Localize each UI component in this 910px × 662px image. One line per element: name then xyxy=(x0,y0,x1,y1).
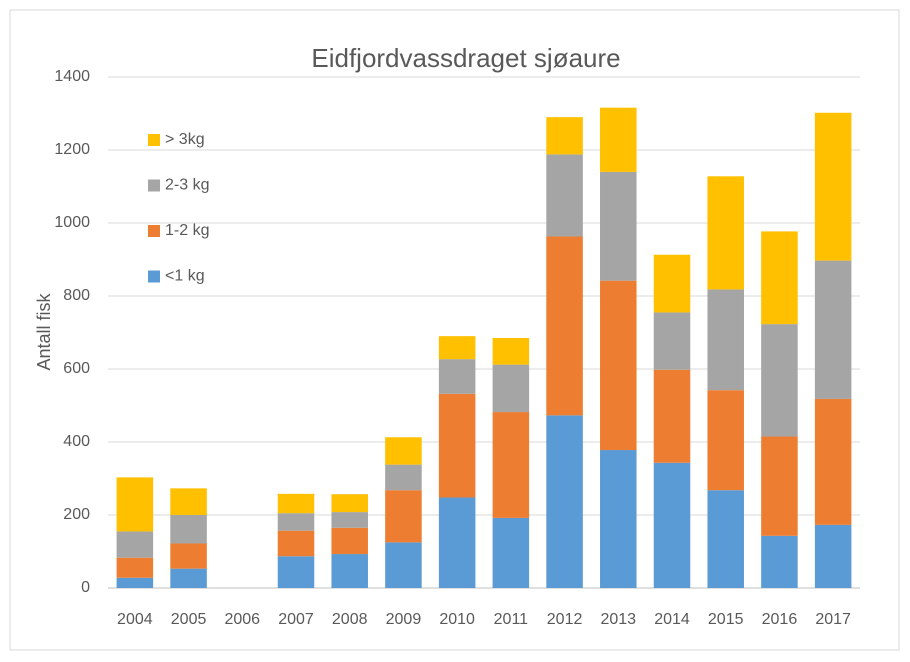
bar-segment xyxy=(385,437,422,465)
bar-segment xyxy=(546,117,583,155)
chart-title: Eidfjordvassdraget sjøaure xyxy=(311,43,620,73)
legend-label: 2-3 kg xyxy=(165,177,209,194)
legend-swatch xyxy=(148,179,160,192)
y-tick-label: 600 xyxy=(63,360,90,377)
x-tick-label: 2012 xyxy=(547,611,583,628)
bar-segment xyxy=(546,236,583,416)
bar-segment xyxy=(707,490,744,588)
bar-segment xyxy=(546,154,583,237)
x-tick-label: 2011 xyxy=(494,611,529,628)
bar-segment xyxy=(707,289,744,391)
bar-segment xyxy=(814,524,852,588)
x-tick-label: 2016 xyxy=(762,611,798,628)
x-tick-label: 2009 xyxy=(386,611,422,628)
bar-segment xyxy=(653,312,691,370)
x-tick-label: 2010 xyxy=(439,611,475,628)
bar-segment xyxy=(492,412,530,518)
bar-segment xyxy=(331,494,368,513)
legend-swatch xyxy=(148,134,160,146)
y-tick-label: 1200 xyxy=(54,141,90,158)
y-tick-label: 800 xyxy=(63,287,90,304)
bar-segment xyxy=(385,490,422,543)
legend-swatch xyxy=(148,225,160,237)
bar-segment xyxy=(438,336,476,360)
bar-segment xyxy=(814,260,852,399)
x-tick-label: 2006 xyxy=(224,611,260,628)
bar-segment xyxy=(761,324,798,437)
x-tick-label: 2004 xyxy=(117,611,153,628)
y-tick-label: 1400 xyxy=(54,68,90,85)
bar-segment xyxy=(546,415,583,588)
bar-segment xyxy=(277,513,315,531)
bar-segment xyxy=(277,530,315,557)
y-tick-label: 200 xyxy=(63,506,90,523)
x-tick-label: 2015 xyxy=(708,611,744,628)
y-axis-label: Antall fisk xyxy=(34,292,54,370)
bar-segment xyxy=(600,171,637,281)
bar-segment xyxy=(438,359,476,394)
bar-segment xyxy=(170,568,207,588)
bar-segment xyxy=(277,556,315,588)
y-tick-label: 0 xyxy=(81,579,90,596)
bar-segment xyxy=(277,493,315,514)
bar-segment xyxy=(116,531,154,558)
x-tick-label: 2005 xyxy=(171,611,207,628)
bar-segment xyxy=(761,535,798,588)
bar-segment xyxy=(438,497,476,588)
legend-label: <1 kg xyxy=(165,268,205,285)
legend-label: > 3kg xyxy=(165,131,205,148)
bar-segment xyxy=(331,512,368,528)
bar-segment xyxy=(170,515,207,544)
bar-segment xyxy=(653,254,691,313)
legend-label: 1-2 kg xyxy=(165,222,209,239)
bar-segment xyxy=(814,112,852,261)
bar-segment xyxy=(170,488,207,515)
bar-segment xyxy=(707,390,744,491)
bar-segment xyxy=(438,393,476,498)
bar-segment xyxy=(492,517,530,588)
bar-segment xyxy=(600,280,637,451)
x-tick-label: 2007 xyxy=(278,611,314,628)
bar-segment xyxy=(331,527,368,555)
bar-segment xyxy=(331,554,368,588)
bar-segment xyxy=(492,364,530,413)
legend-swatch xyxy=(148,270,160,283)
bar-segment xyxy=(170,543,207,569)
bar-segment xyxy=(116,557,154,578)
bar-segment xyxy=(385,464,422,491)
bar-segment xyxy=(707,176,744,290)
y-tick-label: 1000 xyxy=(54,214,90,231)
bar-segment xyxy=(600,107,637,172)
bar-segment xyxy=(653,462,691,588)
bar-segment xyxy=(600,450,637,588)
x-tick-label: 2008 xyxy=(332,611,368,628)
x-tick-label: 2017 xyxy=(815,611,851,628)
bar-segment xyxy=(761,436,798,536)
bar-segment xyxy=(116,477,154,532)
bar-segment xyxy=(814,398,852,525)
bar-segment xyxy=(653,369,691,463)
bar-segment xyxy=(492,337,530,365)
bar-segment xyxy=(385,542,422,588)
bar-segment xyxy=(116,577,154,588)
bar-segment xyxy=(761,231,798,325)
x-tick-label: 2013 xyxy=(600,611,636,628)
y-tick-label: 400 xyxy=(63,433,90,450)
x-tick-label: 2014 xyxy=(654,611,690,628)
